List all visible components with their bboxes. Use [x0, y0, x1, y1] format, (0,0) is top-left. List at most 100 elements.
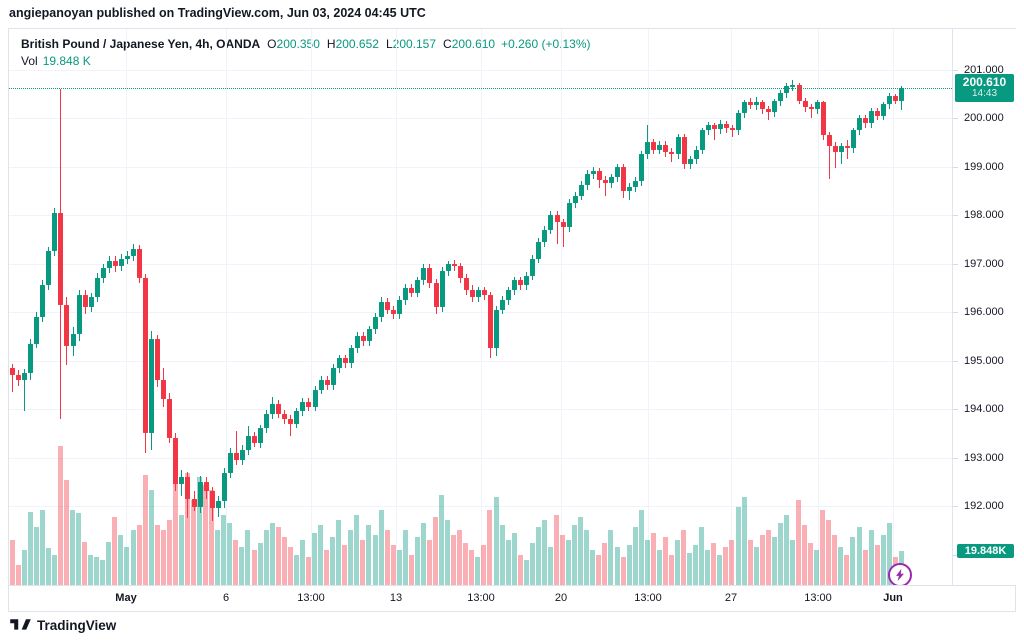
- candlestick: [385, 302, 391, 310]
- volume-bar: [578, 517, 584, 585]
- price-axis-label: 198.000: [964, 209, 1004, 221]
- volume-bar: [275, 527, 281, 585]
- candlestick: [94, 278, 100, 298]
- volume-bar: [257, 543, 263, 585]
- time-axis-label: 20: [554, 592, 568, 604]
- candlestick: [887, 96, 893, 105]
- volume-bar: [82, 541, 88, 585]
- candlestick: [294, 411, 300, 424]
- candle-wick: [671, 148, 673, 162]
- price-axis-label: 199.000: [964, 160, 1004, 173]
- volume-bar: [481, 545, 487, 585]
- candle-wick: [834, 142, 836, 168]
- volume-bar: [814, 549, 820, 585]
- volume-bar: [245, 529, 251, 585]
- volume-bar: [112, 517, 118, 585]
- candlestick: [754, 101, 760, 106]
- candlestick: [699, 130, 705, 150]
- candlestick: [608, 177, 614, 183]
- candlestick: [451, 263, 457, 266]
- price-scale-tick: [953, 312, 958, 313]
- candlestick: [112, 261, 118, 266]
- candle-wick: [604, 176, 606, 196]
- candlestick: [433, 282, 439, 308]
- candlestick: [487, 295, 493, 349]
- time-axis[interactable]: May 6 13:00 13 13:00 20 13:00 27 13:00 Jun: [9, 585, 1015, 611]
- candlestick: [560, 222, 566, 228]
- candlestick: [149, 338, 155, 434]
- candlestick: [615, 166, 620, 178]
- chart-plot-area[interactable]: British Pound / Japanese Yen, 4h, OANDA O…: [9, 29, 952, 585]
- candlestick: [46, 251, 52, 286]
- candlestick: [415, 280, 421, 293]
- volume-bar: [723, 546, 729, 585]
- volume-bar: [808, 543, 814, 585]
- candlestick: [481, 290, 487, 296]
- time-axis-label: 27: [724, 592, 738, 604]
- candlestick: [711, 125, 717, 129]
- volume-bar: [336, 520, 342, 585]
- volume-bar: [445, 520, 451, 585]
- price-axis-label: 193.000: [964, 451, 1004, 464]
- volume-badge: 19.848K: [957, 544, 1014, 559]
- volume-bar: [469, 549, 475, 585]
- price-scale-tick: [953, 215, 958, 216]
- flash-publish-button[interactable]: [888, 563, 912, 585]
- candlestick: [899, 88, 905, 102]
- candlestick: [717, 123, 723, 129]
- volume-bar: [281, 537, 287, 585]
- volume-bar: [662, 537, 668, 585]
- candlestick: [258, 428, 264, 443]
- volume-bar: [408, 555, 414, 585]
- candlestick: [137, 248, 143, 279]
- volume-bar: [172, 477, 178, 585]
- price-scale-tick: [953, 360, 958, 362]
- tradingview-footer[interactable]: TradingView: [10, 617, 116, 633]
- candlestick: [324, 379, 330, 385]
- volume-bar: [681, 529, 687, 585]
- candlestick: [705, 125, 711, 131]
- candlestick: [542, 229, 548, 242]
- volume-bar: [523, 560, 529, 585]
- volume-bar: [529, 543, 535, 585]
- candlestick: [506, 290, 512, 300]
- candlestick: [814, 102, 820, 110]
- candlestick: [421, 268, 427, 281]
- candlestick: [820, 102, 826, 135]
- time-axis-label: 13:00: [804, 592, 832, 604]
- candlestick: [760, 101, 766, 110]
- candlestick: [88, 297, 94, 308]
- candlestick: [602, 180, 608, 183]
- horizontal-gridline: [9, 69, 952, 71]
- candle-wick: [235, 430, 237, 465]
- vertical-gridline: [561, 29, 562, 585]
- price-scale[interactable]: 201.000 200.000 199.000 198.000 197.000 196.0…: [952, 29, 1016, 585]
- volume-bar: [148, 489, 154, 585]
- candlestick: [663, 144, 669, 152]
- candlestick: [161, 379, 167, 400]
- candlestick: [252, 435, 257, 443]
- volume-bar: [106, 541, 112, 585]
- candle-wick: [768, 106, 770, 121]
- candlestick: [826, 134, 832, 147]
- vertical-gridline: [126, 29, 127, 585]
- time-axis-label: 13:00: [467, 592, 495, 604]
- candlestick: [796, 85, 802, 102]
- candlestick: [475, 290, 481, 298]
- vertical-gridline: [481, 29, 482, 585]
- candlestick: [58, 212, 64, 305]
- volume-bar: [293, 555, 299, 585]
- volume-bar: [765, 529, 771, 585]
- lightning-bolt-icon: [896, 568, 904, 582]
- candle-countdown: 14:43: [971, 88, 998, 100]
- volume-bar: [547, 546, 553, 585]
- candlestick: [687, 159, 693, 165]
- volume-bar: [348, 529, 354, 585]
- symbol-title: British Pound / Japanese Yen, 4h, OANDA: [21, 37, 261, 51]
- candlestick: [693, 149, 699, 160]
- volume-bar: [100, 560, 106, 585]
- volume-bar: [184, 472, 190, 585]
- candlestick: [282, 413, 288, 419]
- volume-bar: [638, 510, 644, 585]
- volume-bar: [342, 545, 348, 585]
